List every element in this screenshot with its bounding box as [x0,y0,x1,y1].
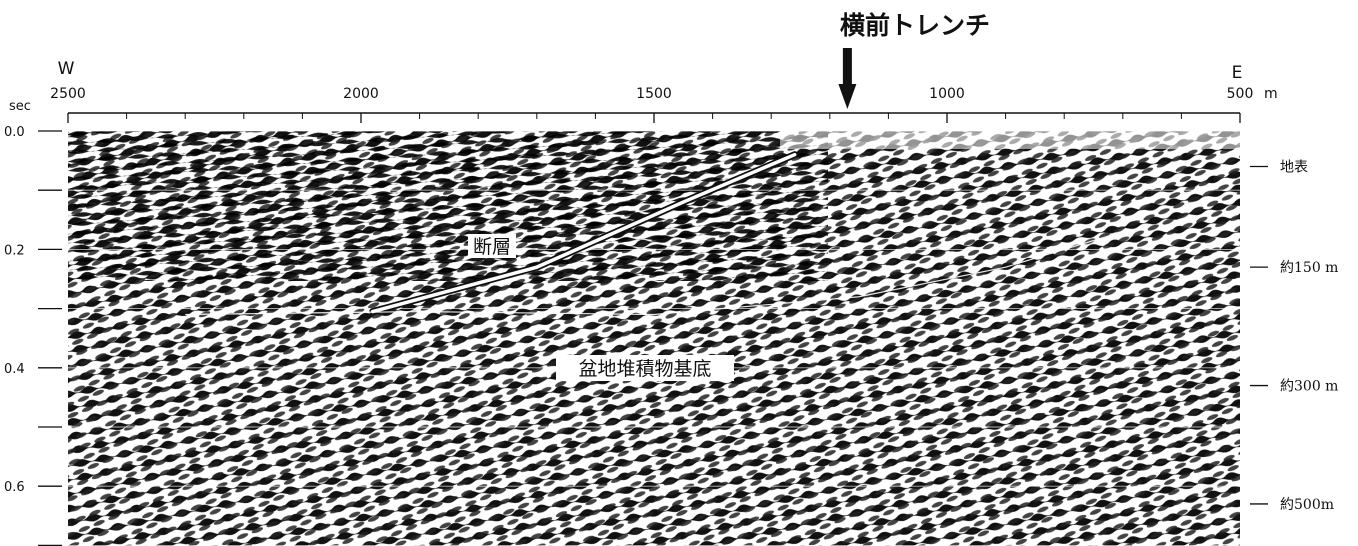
distance-axis: 2500 2000 1500 1000 500 [50,48,1253,123]
west-label: W [58,59,75,79]
distance-tick-label: 2000 [343,86,379,102]
distance-unit-label: m [1264,86,1278,102]
fault-line [370,152,797,314]
trench-arrow-shaft [842,48,852,86]
time-tick-label: 0.2 [4,243,25,258]
basin-base-line [185,231,1123,316]
time-tick-label: 0.4 [4,362,25,377]
seismic-reflection-texture [68,131,1240,546]
interpretation-lines [185,151,1123,316]
trench-arrow-head [838,84,857,109]
trench-title: 横前トレンチ [840,11,990,40]
distance-tick-label: 1500 [636,86,672,102]
basin-base-label: 盆地堆積物基底 [578,358,711,380]
distance-tick-label: 500 [1227,86,1254,102]
depth-label: 約300 m [1280,379,1338,395]
time-tick-label: 0.6 [4,480,25,495]
distance-tick-label: 1000 [929,86,965,102]
time-gridlines [68,130,1240,546]
fault-label-bg [468,234,516,258]
time-tick-label: 0.0 [4,125,25,140]
depth-label: 約500m [1280,497,1334,513]
time-axis: 0.0 0.2 0.4 0.6 [4,125,62,546]
east-label: E [1232,63,1243,83]
depth-label: 地表 [1280,160,1308,176]
distance-tick-label: 2500 [50,86,86,102]
time-unit-label: sec [9,99,31,114]
depth-label: 約150 m [1280,260,1338,276]
fault-label: 断層 [473,236,511,258]
basin-base-label-bg [556,355,734,381]
